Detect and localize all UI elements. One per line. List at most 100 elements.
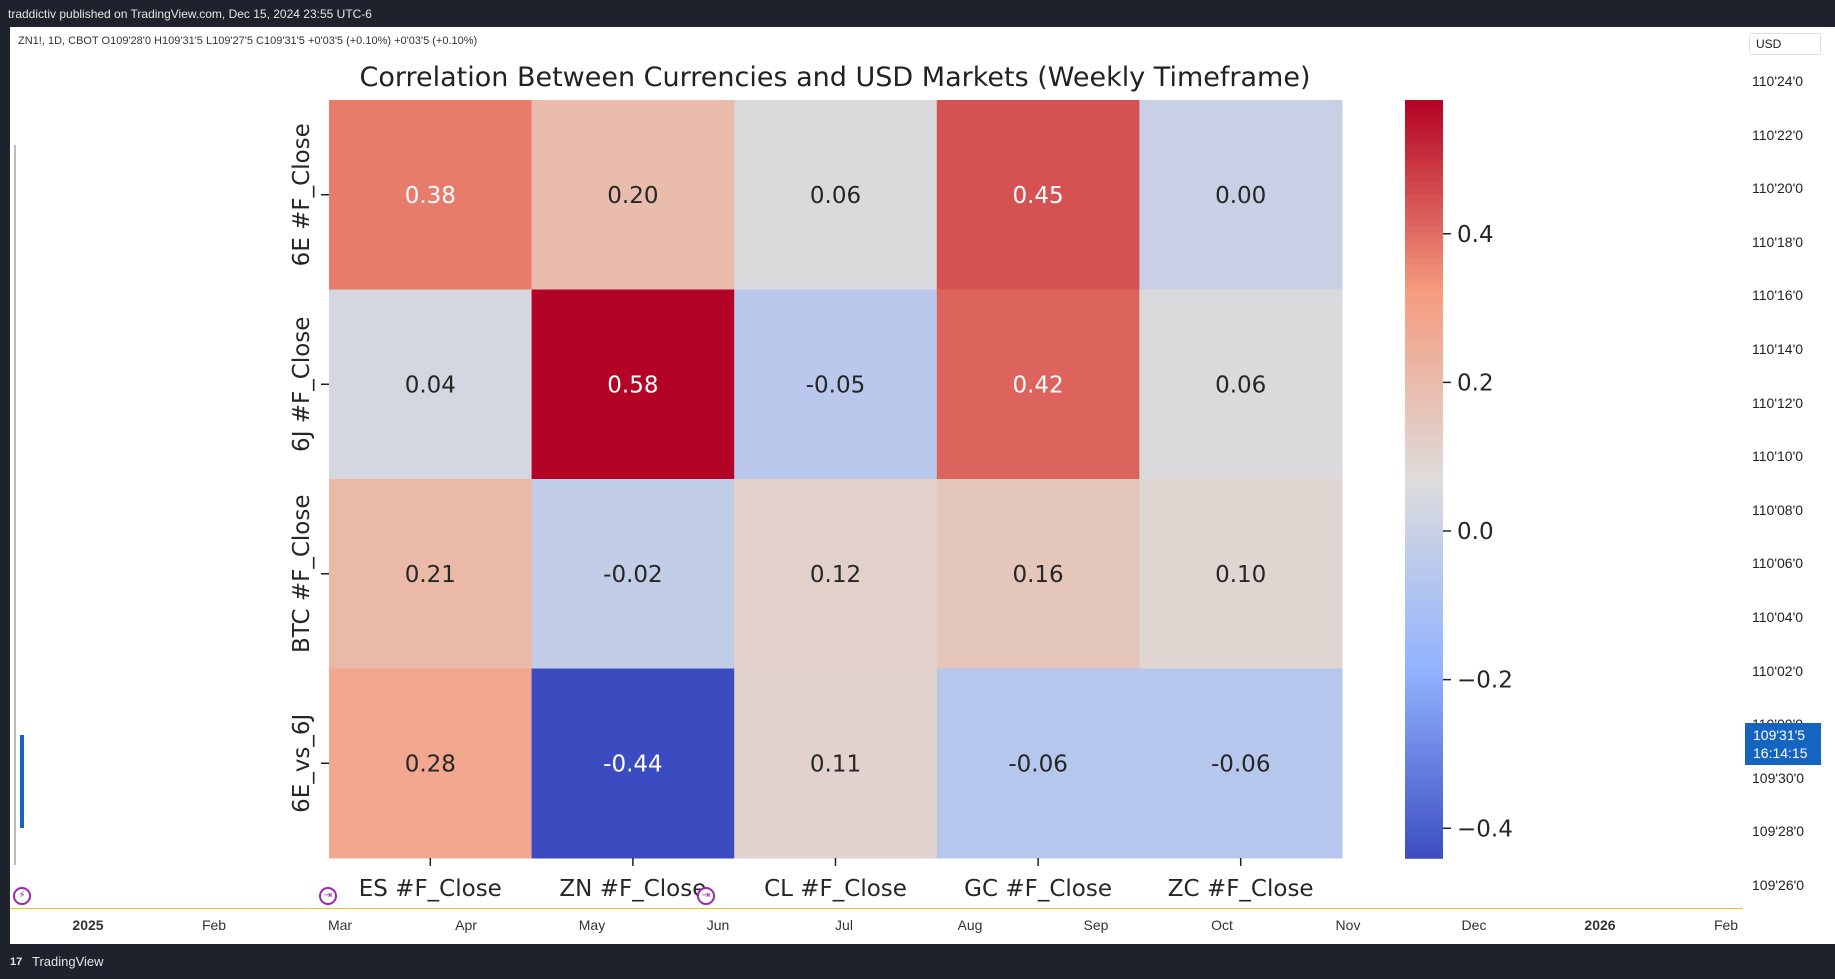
cell-value-label: 0.04	[405, 372, 456, 398]
colorbar-segment	[1405, 516, 1443, 525]
colorbar-segment	[1405, 700, 1443, 708]
current-price: 109'31'5	[1753, 727, 1806, 743]
dividend-event-icon-2[interactable]: ⇥	[697, 887, 715, 905]
col-label: ES #F_Close	[359, 876, 502, 902]
cell-value-label: -0.06	[1008, 751, 1068, 777]
colorbar-segment	[1405, 270, 1443, 278]
colorbar-segment	[1405, 131, 1443, 139]
colorbar-segment	[1405, 485, 1443, 493]
colorbar-segment	[1405, 668, 1443, 676]
colorbar-segment	[1405, 365, 1443, 373]
colorbar-segment	[1405, 333, 1443, 341]
price-tick-label: 110'12'0	[1752, 394, 1804, 411]
colorbar-segment	[1405, 390, 1443, 398]
colorbar-segment	[1405, 788, 1443, 796]
colorbar-segment	[1405, 466, 1443, 474]
time-tick-label: Feb	[201, 917, 227, 933]
tradingview-logo-icon: 17	[10, 956, 23, 968]
cell-value-label: 0.06	[810, 183, 861, 209]
cell-value-label: 0.12	[810, 562, 861, 588]
colorbar-segment	[1405, 251, 1443, 259]
cell-value-label: 0.45	[1012, 183, 1063, 209]
colorbar-segment	[1405, 428, 1443, 436]
colorbar-segment	[1405, 611, 1443, 619]
colorbar-segment	[1405, 371, 1443, 379]
colorbar-segment	[1405, 504, 1443, 512]
colorbar-segment	[1405, 624, 1443, 632]
colorbar-segment	[1405, 156, 1443, 164]
colorbar-segment	[1405, 125, 1443, 133]
time-tick-label: Dec	[1461, 917, 1487, 933]
heatmap-cell	[531, 668, 735, 859]
colorbar-segment	[1405, 851, 1443, 859]
colorbar-segment	[1405, 782, 1443, 790]
colorbar-segment	[1405, 529, 1443, 537]
chart-title: Correlation Between Currencies and USD M…	[360, 62, 1311, 93]
colorbar-segment	[1405, 220, 1443, 228]
colorbar-segment	[1405, 194, 1443, 202]
colorbar-segment	[1405, 257, 1443, 266]
colorbar-tick-label: 0.2	[1457, 370, 1494, 396]
colorbar-segment	[1405, 118, 1443, 127]
colorbar-segment	[1405, 460, 1443, 468]
colorbar-segment	[1405, 314, 1443, 322]
colorbar-segment	[1405, 693, 1443, 701]
colorbar-segment	[1405, 592, 1443, 600]
heatmap-cell	[734, 100, 938, 290]
colorbar-segment	[1405, 719, 1443, 727]
cell-value-label: 0.06	[1215, 372, 1266, 398]
colorbar-segment	[1405, 687, 1443, 695]
colorbar-tick-label: 0.0	[1457, 519, 1494, 545]
colorbar-segment	[1405, 403, 1443, 411]
colorbar-segment	[1405, 826, 1443, 834]
currency-selector[interactable]: USD	[1749, 33, 1821, 55]
row-label: 6E #F_Close	[289, 123, 315, 266]
price-tick-label: 110'20'0	[1752, 180, 1804, 197]
heatmap-cell	[734, 289, 938, 480]
colorbar-segment	[1405, 245, 1443, 253]
colorbar-segment	[1405, 182, 1443, 190]
price-tick-label: 110'14'0	[1752, 341, 1804, 357]
price-axis[interactable]	[1743, 27, 1835, 944]
time-tick-label: Apr	[455, 917, 477, 933]
colorbar-segment	[1405, 112, 1443, 120]
colorbar-segment	[1405, 302, 1443, 310]
time-axis-line	[10, 908, 1743, 909]
colorbar-segment	[1405, 807, 1443, 815]
colorbar-segment	[1405, 794, 1443, 802]
colorbar-tick-label: −0.2	[1457, 668, 1513, 694]
colorbar-segment	[1405, 472, 1443, 480]
cell-value-label: 0.00	[1215, 183, 1266, 209]
colorbar-segment	[1405, 681, 1443, 689]
colorbar-segment	[1405, 712, 1443, 720]
cell-value-label: 0.58	[607, 372, 658, 398]
colorbar-segment	[1405, 289, 1443, 297]
colorbar-segment	[1405, 340, 1443, 348]
time-tick-label: Feb	[1713, 917, 1739, 933]
currency-label: USD	[1756, 37, 1782, 51]
colorbar-segment	[1405, 321, 1443, 329]
colorbar-segment	[1405, 422, 1443, 430]
colorbar-segment	[1405, 706, 1443, 714]
heatmap-cell	[329, 479, 533, 669]
heatmap-cell	[936, 668, 1140, 859]
colorbar-segment	[1405, 479, 1443, 487]
heatmap-cell	[329, 100, 533, 290]
dividend-event-icon[interactable]: ⇥	[319, 887, 337, 905]
colorbar-segment	[1405, 744, 1443, 752]
heatmap-cell	[329, 668, 533, 859]
colorbar-segment	[1405, 655, 1443, 663]
price-tick-label: 110'18'0	[1752, 233, 1804, 250]
colorbar-segment	[1405, 497, 1443, 506]
price-tick-label: 110'04'0	[1752, 609, 1804, 625]
cell-value-label: -0.02	[603, 562, 663, 588]
lightning-icon[interactable]: ⚡	[13, 887, 31, 905]
colorbar-segment	[1405, 674, 1443, 682]
colorbar-segment	[1405, 580, 1443, 588]
countdown-timer: 16:14:15	[1753, 745, 1808, 761]
colorbar-segment	[1405, 100, 1443, 108]
cell-value-label: 0.16	[1012, 562, 1063, 588]
colorbar-segment	[1405, 188, 1443, 196]
heatmap-cell	[1139, 668, 1343, 859]
time-tick-label: Oct	[1211, 917, 1233, 933]
